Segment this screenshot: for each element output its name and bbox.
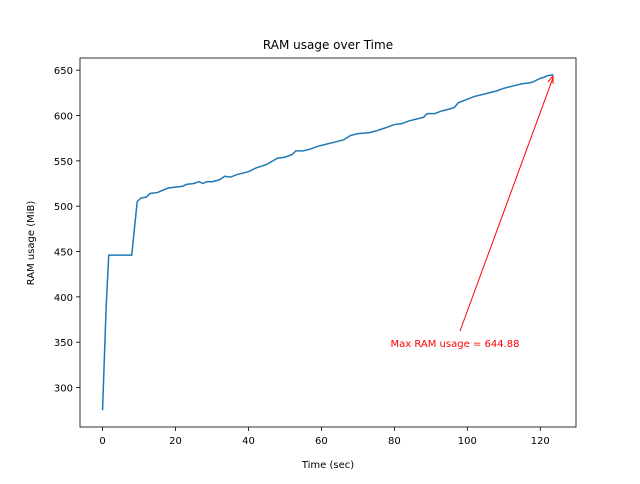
y-tick-label: 600 (54, 111, 73, 122)
y-tick-label: 400 (54, 293, 73, 304)
x-tick-label: 80 (388, 436, 401, 447)
x-axis-label: Time (sec) (301, 460, 354, 471)
x-tick-label: 60 (315, 436, 328, 447)
annotation-arrowhead (547, 75, 554, 84)
y-tick-label: 550 (54, 157, 73, 168)
y-axis-label: RAM usage (MiB) (26, 201, 37, 286)
x-tick-label: 20 (169, 436, 182, 447)
plot-frame (79, 57, 577, 428)
chart-title: RAM usage over Time (263, 38, 393, 52)
annotation: Max RAM usage = 644.88 (391, 339, 520, 350)
x-tick-label: 100 (458, 436, 477, 447)
x-tick-label: 0 (99, 436, 105, 447)
line (101, 74, 554, 411)
x-tick-label: 120 (531, 436, 550, 447)
x-tick-label: 40 (242, 436, 255, 447)
y-tick-label: 300 (54, 384, 73, 395)
y-tick-label: 350 (54, 338, 73, 349)
annotation-arrow (459, 76, 554, 332)
y-tick-label: 650 (54, 66, 73, 77)
y-tick-label: 500 (54, 202, 73, 213)
y-tick-label: 450 (54, 248, 73, 259)
